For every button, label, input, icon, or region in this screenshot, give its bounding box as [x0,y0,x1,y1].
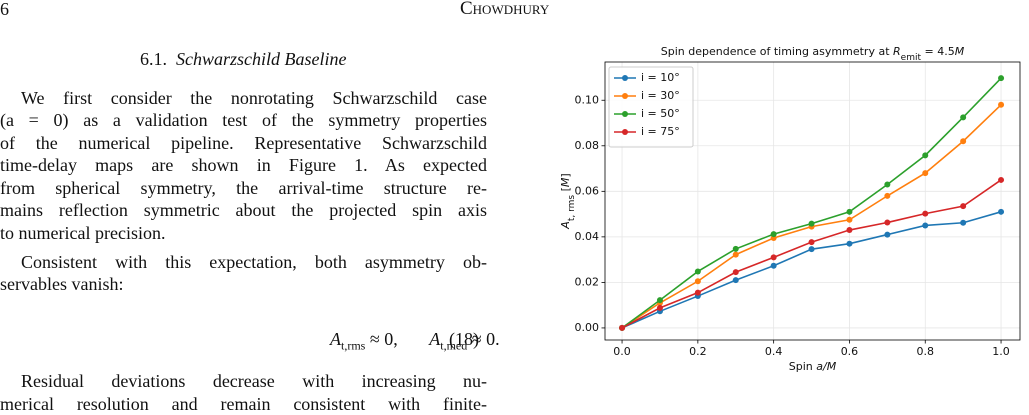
text-line: from spherical symmetry, the arrival-tim… [0,178,487,198]
text-run: M [955,45,965,58]
text-run: t, rms [567,195,577,222]
point [619,324,626,331]
point [656,304,663,311]
legend-label: i = 30° [641,89,680,102]
equation-number: (18) [449,329,479,349]
x-axis-label: Spin a/M [789,360,837,373]
point [922,210,929,217]
text-run: emit [901,53,922,63]
point [922,152,929,159]
point [884,219,891,226]
point [846,216,853,223]
text-run: Spin [789,360,817,373]
point [656,297,663,304]
text-run: = 4.5 [921,45,955,58]
point [732,277,739,284]
point [694,278,701,285]
point [998,176,1005,183]
point [770,231,777,238]
point [922,222,929,229]
x-tick-label: 1.0 [992,345,1010,358]
text-line: servables vanish: [0,274,124,294]
y-tick-label: 0.08 [575,139,600,152]
point [694,268,701,275]
x-tick-label: 0.4 [765,345,783,358]
text-run: [ [559,187,572,195]
series-line [621,179,1002,329]
text-run: M [559,177,572,187]
y-tick-label: 0.04 [575,230,600,243]
equation: At,rms ≈ 0, At,med ≈ 0. [330,328,500,357]
point [884,192,891,199]
text-run: ] [559,173,572,177]
text-run: R [893,45,901,58]
legend-marker [622,93,628,99]
y-tick-label: 0.00 [575,321,600,334]
text-line: of the numerical pipeline. Representativ… [0,133,487,153]
point [922,170,929,177]
point [846,227,853,234]
point [808,220,815,227]
legend-label: i = 75° [641,125,680,138]
point [998,101,1005,108]
plot-frame [604,61,1021,341]
running-head: Chowdhury [460,0,550,19]
section-title: Schwarzschild Baseline [176,49,347,69]
text-line: Residual deviations decrease with increa… [21,371,487,391]
point [960,114,967,121]
x-tick-label: 0.8 [917,345,935,358]
page-number: 6 [0,0,9,19]
text-line: (a = 0) as a validation test of the symm… [0,110,487,130]
text-line: Consistent with this expectation, both a… [21,252,487,272]
point [808,246,815,253]
point [770,262,777,269]
equation-part: ≈ 0, [365,329,398,349]
point [960,203,967,210]
point [998,208,1005,215]
legend-marker [622,75,628,81]
equation-part: t,med [440,338,468,353]
y-tick-label: 0.02 [575,275,600,288]
point [732,251,739,258]
point [770,254,777,261]
text-line: to numerical precision. [0,223,166,243]
point [846,208,853,215]
chart-title: Spin dependence of timing asymmetry at R… [661,45,965,63]
point [808,239,815,246]
x-tick-label: 0.6 [841,345,859,358]
equation-part: A [429,329,441,349]
legend-marker [622,111,628,117]
legend-box [608,66,694,148]
legend-label: i = 50° [641,107,680,120]
text-line: We first consider the nonrotating Schwar… [21,88,487,108]
legend-label: i = 10° [641,71,680,84]
point [884,231,891,238]
point [694,289,701,296]
x-tick-label: 0.0 [613,345,631,358]
y-tick-label: 0.06 [575,184,600,197]
text-line: time-delay maps are shown in Figure 1. A… [0,155,487,175]
point [998,75,1005,82]
legend-marker [622,129,628,135]
equation-part: A [330,329,341,349]
point [960,138,967,145]
point [846,240,853,247]
text-run: A [559,221,572,230]
equation-part: t,rms [341,338,366,353]
y-tick-label: 0.10 [575,93,600,106]
section-heading: 6.1. Schwarzschild Baseline [140,48,346,70]
text-run: Spin dependence of timing asymmetry at [661,45,893,58]
x-tick-label: 0.2 [689,345,707,358]
point [732,245,739,252]
point [732,269,739,276]
y-axis-label: At, rms [M] [559,173,577,229]
chart: 0.00 0.02 0.04 0.06 0.08 0.10 0.0 0.2 0.4 0.6 0.8 1… [559,45,1021,373]
point [884,181,891,188]
text-run: a/M [816,360,836,373]
point [960,219,967,226]
text-line: mains reflection symmetric about the pro… [0,200,487,220]
equation-part: ≈ 0. [467,329,500,349]
section-number: 6.1. [140,49,167,69]
